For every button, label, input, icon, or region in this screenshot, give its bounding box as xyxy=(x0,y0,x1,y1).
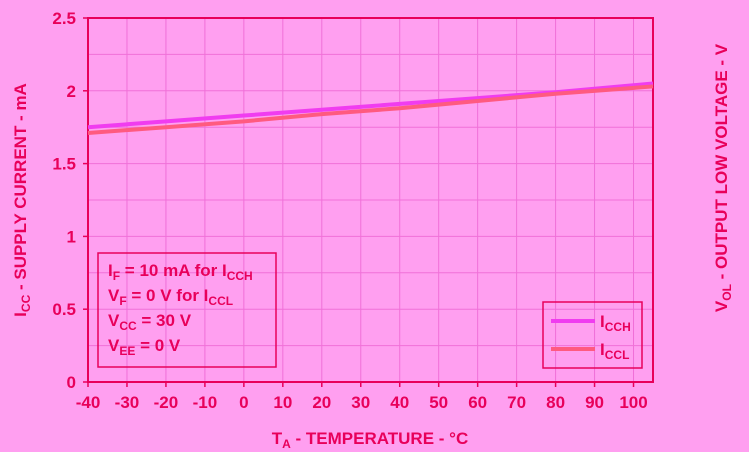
y-tick-label: 2.5 xyxy=(52,9,76,28)
y-tick-label: 0.5 xyxy=(52,300,76,319)
legend-border xyxy=(542,301,643,369)
x-tick-label: 30 xyxy=(351,393,370,412)
x-tick-label: -10 xyxy=(193,393,218,412)
series-line-iccl xyxy=(87,84,654,136)
series-line-icch xyxy=(87,81,654,130)
y-tick-label: 0 xyxy=(67,373,76,392)
x-axis-title: TA - TEMPERATURE - °C xyxy=(272,429,468,451)
x-ticks: -40 -30 -20 -10 0 10 20 30 40 50 60 70 80 90 100 xyxy=(76,382,648,412)
x-tick-label: 80 xyxy=(546,393,565,412)
annotation-line: VCC = 30 V xyxy=(108,311,192,333)
y-tick-label: 1 xyxy=(67,227,76,246)
series-lines xyxy=(87,81,654,136)
x-tick-label: 100 xyxy=(619,393,647,412)
annotation-box: IF = 10 mA for ICCH VF = 0 V for ICCL VCC … xyxy=(97,252,277,368)
x-tick-label: 90 xyxy=(585,393,604,412)
y-axis-title: ICC - SUPPLY CURRENT - mA xyxy=(11,83,33,317)
x-tick-label: 40 xyxy=(390,393,409,412)
annotation-line: IF = 10 mA for ICCH xyxy=(108,261,253,283)
y-tick-label: 2 xyxy=(67,82,76,101)
annotation-line: VF = 0 V for ICCL xyxy=(108,286,233,308)
x-tick-label: 60 xyxy=(468,393,487,412)
x-tick-label: -40 xyxy=(76,393,101,412)
x-tick-label: 0 xyxy=(239,393,248,412)
x-tick-label: -30 xyxy=(115,393,140,412)
x-tick-label: 10 xyxy=(273,393,292,412)
y-tick-label: 1.5 xyxy=(52,155,76,174)
x-tick-label: 50 xyxy=(429,393,448,412)
annotation-line: VEE = 0 V xyxy=(108,336,181,358)
y2-axis-title: VOL - OUTPUT LOW VOLTAGE - V xyxy=(712,43,734,312)
y-ticks: 0 0.5 1 1.5 2 2.5 xyxy=(52,9,88,392)
x-tick-label: 20 xyxy=(312,393,331,412)
annotation-box-border xyxy=(97,252,277,368)
legend: ICCH ICCL xyxy=(542,301,643,369)
legend-label: ICCH xyxy=(600,312,631,334)
x-tick-label: -20 xyxy=(154,393,179,412)
legend-label: ICCL xyxy=(600,340,629,362)
plot-frame xyxy=(87,17,654,383)
x-tick-label: 70 xyxy=(507,393,526,412)
